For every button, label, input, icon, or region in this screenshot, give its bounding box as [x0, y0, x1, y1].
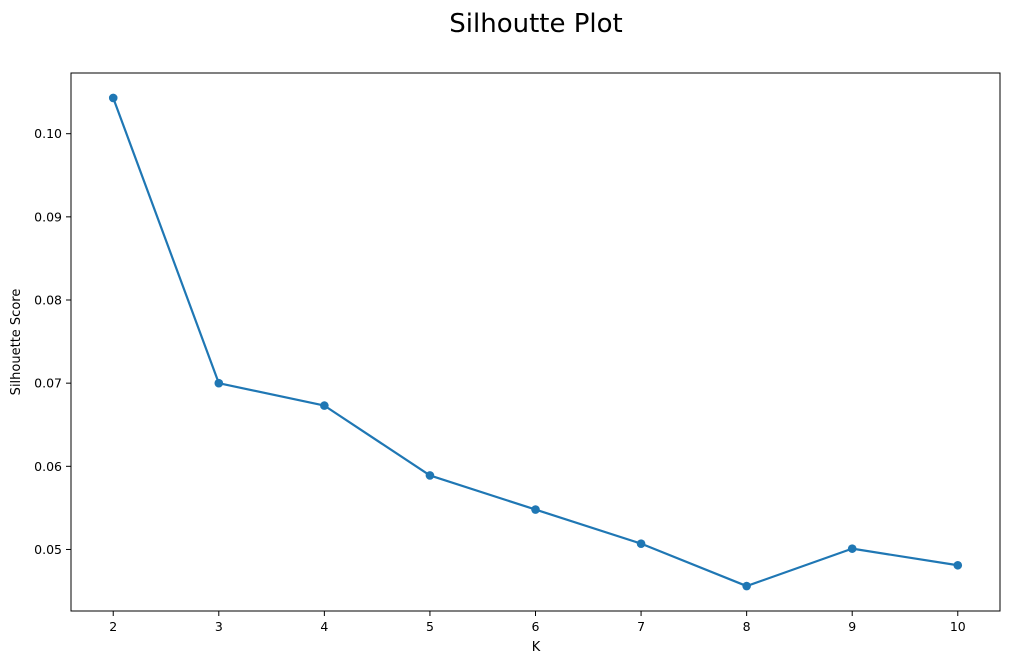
x-axis-ticks: 2 3 4 5 6 7 8 9 10: [109, 611, 966, 634]
x-tick-label: 9: [848, 619, 856, 634]
x-tick-label: 5: [426, 619, 434, 634]
data-point: [108, 93, 118, 103]
y-tick-label: 0.05: [34, 542, 62, 557]
data-point: [953, 560, 963, 570]
data-point: [214, 378, 224, 388]
data-point: [320, 401, 329, 410]
x-tick-label: 2: [109, 619, 117, 634]
data-point: [847, 544, 857, 553]
y-tick-label: 0.06: [34, 459, 62, 474]
data-point: [742, 581, 751, 591]
x-tick-label: 3: [215, 619, 223, 634]
y-axis-label: Silhouette Score: [9, 289, 24, 396]
y-tick-label: 0.08: [34, 293, 62, 308]
y-tick-label: 0.07: [34, 376, 62, 391]
x-axis-label: K: [532, 640, 541, 655]
x-tick-label: 6: [532, 619, 540, 634]
y-tick-label: 0.10: [34, 126, 62, 141]
x-tick-label: 8: [743, 619, 751, 634]
plot-area-frame: [70, 72, 1001, 612]
data-point: [636, 539, 646, 548]
chart-title: Silhoutte Plot: [449, 9, 622, 39]
y-tick-label: 0.09: [34, 209, 62, 224]
x-tick-label: 4: [320, 619, 328, 634]
silhouette-score-points: [108, 93, 963, 591]
data-point: [425, 471, 435, 480]
y-axis-ticks: 0.05 0.06 0.07 0.08 0.09 0.10: [34, 126, 71, 557]
x-tick-label: 7: [637, 619, 645, 634]
data-point: [531, 505, 540, 514]
x-tick-label: 10: [950, 619, 966, 634]
